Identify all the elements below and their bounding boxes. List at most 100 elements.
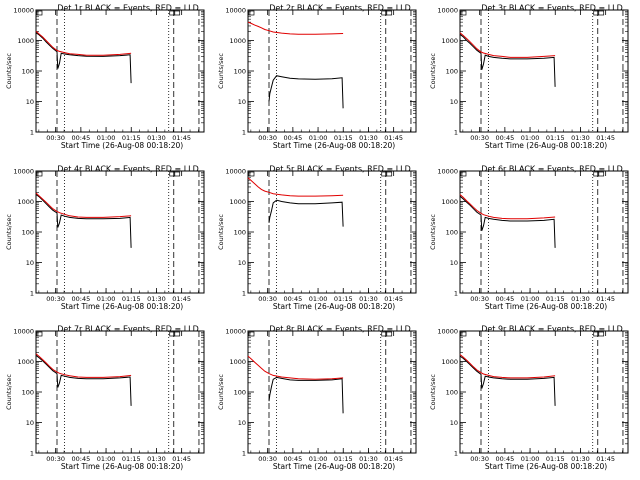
- y-axis-label: Counts/sec: [5, 214, 13, 250]
- y-tick-label: 1000: [17, 198, 34, 206]
- x-tick-label: 00:45: [495, 455, 514, 463]
- saa-marker: [386, 10, 393, 16]
- y-axis-label: Counts/sec: [217, 374, 225, 410]
- y-tick-label: 1000: [441, 198, 458, 206]
- y-tick-label: 10: [450, 98, 458, 106]
- panel-title: Det 9r BLACK = Events, RED = LLD: [481, 325, 623, 334]
- x-tick-label: 00:45: [495, 295, 514, 303]
- x-tick-label: 00:30: [46, 134, 65, 142]
- lld-series-line: [459, 32, 556, 58]
- events-series-line: [459, 195, 556, 248]
- y-tick-label: 1: [30, 290, 34, 298]
- panel-title: Det 3r BLACK = Events, RED = LLD: [481, 4, 623, 13]
- x-tick-label: 01:30: [571, 295, 590, 303]
- x-tick-label: 01:15: [334, 134, 353, 142]
- x-tick-label: 01:30: [359, 134, 378, 142]
- lld-series-line: [459, 194, 556, 220]
- y-tick-label: 10: [26, 98, 34, 106]
- y-axis-label: Counts/sec: [217, 53, 225, 89]
- saa-marker: [174, 331, 181, 337]
- saa-marker: [598, 171, 605, 177]
- x-tick-label: 01:15: [334, 295, 353, 303]
- events-series-line: [35, 32, 132, 84]
- y-tick-label: 10: [450, 419, 458, 427]
- detector-panel-9: Det 9r BLACK = Events, RED = LLD10000100…: [429, 325, 629, 471]
- x-tick-label: 01:30: [571, 455, 590, 463]
- x-tick-label: 00:30: [258, 295, 277, 303]
- x-tick-label: 01:30: [359, 455, 378, 463]
- y-tick-label: 10000: [13, 7, 34, 15]
- lld-series-line: [247, 21, 344, 35]
- x-tick-label: 01:45: [172, 134, 191, 142]
- detector-panel-2: Det 2r BLACK = Events, RED = LLD10000100…: [217, 4, 417, 150]
- y-tick-label: 1000: [17, 37, 34, 45]
- x-tick-label: 00:45: [283, 134, 302, 142]
- y-tick-label: 1: [242, 129, 246, 137]
- x-tick-label: 00:30: [46, 295, 65, 303]
- events-series-line: [268, 75, 344, 109]
- x-axis-label: Start Time (26-Aug-08 00:18:20): [485, 462, 607, 471]
- events-series-line: [268, 376, 344, 414]
- detector-panel-4: Det 4r BLACK = Events, RED = LLD10000100…: [5, 165, 205, 311]
- x-tick-label: 01:00: [521, 134, 540, 142]
- y-tick-label: 10: [238, 98, 246, 106]
- x-tick-label: 00:30: [470, 455, 489, 463]
- y-tick-label: 1: [454, 290, 458, 298]
- y-tick-label: 10: [450, 259, 458, 267]
- y-tick-label: 10000: [225, 328, 246, 336]
- y-tick-label: 10000: [13, 168, 34, 176]
- y-tick-label: 100: [234, 229, 246, 237]
- saa-marker: [598, 331, 605, 337]
- x-axis-label: Start Time (26-Aug-08 00:18:20): [485, 302, 607, 311]
- x-tick-label: 01:00: [521, 295, 540, 303]
- y-tick-label: 10000: [225, 7, 246, 15]
- x-tick-label: 01:00: [97, 455, 116, 463]
- x-axis-label: Start Time (26-Aug-08 00:18:20): [61, 141, 183, 150]
- start-marker: [248, 171, 255, 177]
- x-tick-label: 01:30: [571, 134, 590, 142]
- events-series-line: [459, 33, 556, 87]
- detector-panel-3: Det 3r BLACK = Events, RED = LLD10000100…: [429, 4, 629, 150]
- saa-marker: [386, 331, 393, 337]
- events-series-line: [35, 354, 132, 406]
- y-axis-label: Counts/sec: [5, 374, 13, 410]
- x-axis-label: Start Time (26-Aug-08 00:18:20): [485, 141, 607, 150]
- lld-series-line: [35, 192, 132, 218]
- x-tick-label: 01:30: [147, 455, 166, 463]
- x-axis-label: Start Time (26-Aug-08 00:18:20): [61, 462, 183, 471]
- events-series-line: [35, 194, 132, 248]
- x-tick-label: 01:45: [384, 455, 403, 463]
- lld-series-line: [459, 354, 556, 379]
- y-tick-label: 1: [454, 129, 458, 137]
- x-tick-label: 01:15: [546, 455, 565, 463]
- x-tick-label: 00:30: [258, 455, 277, 463]
- y-tick-label: 10000: [437, 7, 458, 15]
- x-tick-label: 01:15: [122, 455, 141, 463]
- y-tick-label: 1000: [229, 198, 246, 206]
- x-tick-label: 00:45: [495, 134, 514, 142]
- y-tick-label: 1000: [17, 358, 34, 366]
- start-marker: [460, 171, 467, 177]
- x-axis-label: Start Time (26-Aug-08 00:18:20): [273, 462, 395, 471]
- x-tick-label: 01:45: [172, 455, 191, 463]
- x-tick-label: 01:45: [596, 295, 615, 303]
- x-tick-label: 01:45: [384, 134, 403, 142]
- x-tick-label: 00:45: [283, 455, 302, 463]
- y-tick-label: 1000: [229, 37, 246, 45]
- x-tick-label: 00:45: [283, 295, 302, 303]
- y-tick-label: 100: [446, 68, 458, 76]
- x-tick-label: 01:45: [596, 134, 615, 142]
- x-tick-label: 01:30: [147, 134, 166, 142]
- x-tick-label: 01:00: [97, 295, 116, 303]
- x-tick-label: 01:00: [521, 455, 540, 463]
- x-tick-label: 01:30: [359, 295, 378, 303]
- start-marker: [460, 331, 467, 337]
- x-tick-label: 01:00: [97, 134, 116, 142]
- y-tick-label: 100: [234, 389, 246, 397]
- x-tick-label: 00:30: [470, 295, 489, 303]
- x-tick-label: 01:15: [122, 295, 141, 303]
- events-series-line: [459, 355, 556, 406]
- x-tick-label: 01:15: [334, 455, 353, 463]
- y-tick-label: 10000: [13, 328, 34, 336]
